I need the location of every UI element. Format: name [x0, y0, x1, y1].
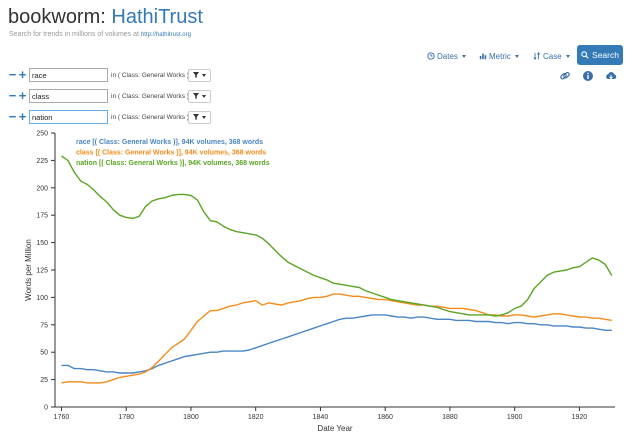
line-chart: 0 25 50 75 100 125 150 175 200 225 250 1760 1780 1800…: [24, 131, 615, 433]
y-axis-label: Words per Million: [24, 239, 33, 301]
search-label: Search: [592, 50, 619, 60]
remove-query-button[interactable]: −: [8, 67, 17, 82]
chevron-down-icon: [565, 54, 570, 58]
series-line-race: [61, 314, 612, 374]
chevron-down-icon: [202, 94, 206, 98]
chevron-down-icon: [202, 73, 206, 77]
y-tick-label: 150: [36, 240, 48, 247]
filter-icon: [193, 72, 199, 78]
subtitle-text: Search for trends in millions of volumes…: [9, 31, 139, 38]
cloud-download-icon[interactable]: [605, 70, 617, 82]
dates-label: Dates: [437, 51, 458, 61]
y-tick-label: 25: [40, 377, 48, 384]
legend-entry-nation: nation [( Class: General Works )], 94K v…: [76, 160, 270, 167]
query-row-2: −+ in ( Class: General Works ): [8, 88, 211, 104]
corpus-label[interactable]: in ( Class: General Works ): [111, 113, 189, 121]
y-tick-label: 175: [36, 213, 48, 220]
legend-entry-class: class [( Class: General Works )], 94K vo…: [76, 150, 266, 157]
subtitle: Search for trends in millions of volumes…: [9, 31, 191, 38]
add-query-button[interactable]: +: [18, 67, 27, 82]
chevron-down-icon: [514, 54, 519, 58]
search-icon: [581, 51, 589, 59]
corpus-label[interactable]: in ( Class: General Works ): [111, 71, 189, 79]
bar-chart-icon: [479, 53, 487, 60]
y-tick-label: 75: [40, 322, 48, 329]
x-tick-label: 1780: [118, 414, 134, 421]
clock-icon: [427, 52, 435, 60]
filter-dropdown[interactable]: [188, 68, 211, 82]
corpus-label[interactable]: in ( Class: General Works ): [111, 92, 189, 100]
add-query-button[interactable]: +: [18, 88, 27, 103]
series-line-class: [61, 293, 612, 384]
search-button[interactable]: Search: [577, 45, 623, 65]
y-tick-label: 100: [36, 295, 48, 302]
y-tick-label: 200: [36, 185, 48, 192]
case-label: Case: [543, 51, 562, 61]
filter-dropdown[interactable]: [188, 89, 211, 103]
metric-label: Metric: [489, 51, 511, 61]
filter-icon: [193, 93, 199, 99]
dates-dropdown[interactable]: Dates: [427, 48, 466, 64]
term-input-race[interactable]: [29, 68, 108, 82]
query-row-3: −+ in ( Class: General Works ): [8, 109, 211, 125]
x-tick-label: 1760: [54, 414, 70, 421]
x-tick-label: 1840: [313, 414, 329, 421]
metric-dropdown[interactable]: Metric: [479, 48, 519, 64]
term-input-class[interactable]: [29, 89, 108, 103]
x-tick-label: 1860: [377, 414, 393, 421]
app-name: bookworm:: [8, 6, 106, 28]
sort-icon: [533, 52, 541, 60]
y-tick-label: 50: [40, 350, 48, 357]
x-tick-label: 1820: [248, 414, 264, 421]
query-row-1: −+ in ( Class: General Works ): [8, 67, 211, 83]
chevron-down-icon: [202, 115, 206, 119]
add-query-button[interactable]: +: [18, 109, 27, 124]
x-tick-label: 1880: [442, 414, 458, 421]
filter-dropdown[interactable]: [188, 110, 211, 124]
remove-query-button[interactable]: −: [8, 88, 17, 103]
filter-icon: [193, 114, 199, 120]
series-line-nation: [61, 155, 613, 317]
term-input-nation[interactable]: [29, 110, 108, 124]
case-dropdown[interactable]: Case: [533, 48, 570, 64]
y-tick-label: 250: [36, 131, 48, 138]
x-axis-label: Date Year: [317, 424, 352, 433]
x-tick-label: 1800: [183, 414, 199, 421]
info-icon[interactable]: [582, 70, 594, 82]
legend-entry-race: race [( Class: General Works )], 94K vol…: [76, 139, 263, 146]
x-tick-label: 1920: [572, 414, 588, 421]
app-title: bookworm: HathiTrust: [8, 6, 203, 29]
y-tick-label: 0: [44, 405, 48, 412]
hathitrust-link[interactable]: http://hathitrust.org: [140, 32, 191, 38]
link-icon[interactable]: [559, 70, 571, 82]
remove-query-button[interactable]: −: [8, 109, 17, 124]
x-tick-label: 1900: [507, 414, 523, 421]
chevron-down-icon: [461, 54, 466, 58]
brand-name[interactable]: HathiTrust: [111, 6, 203, 28]
y-tick-label: 125: [36, 268, 48, 275]
y-tick-label: 225: [36, 158, 48, 165]
